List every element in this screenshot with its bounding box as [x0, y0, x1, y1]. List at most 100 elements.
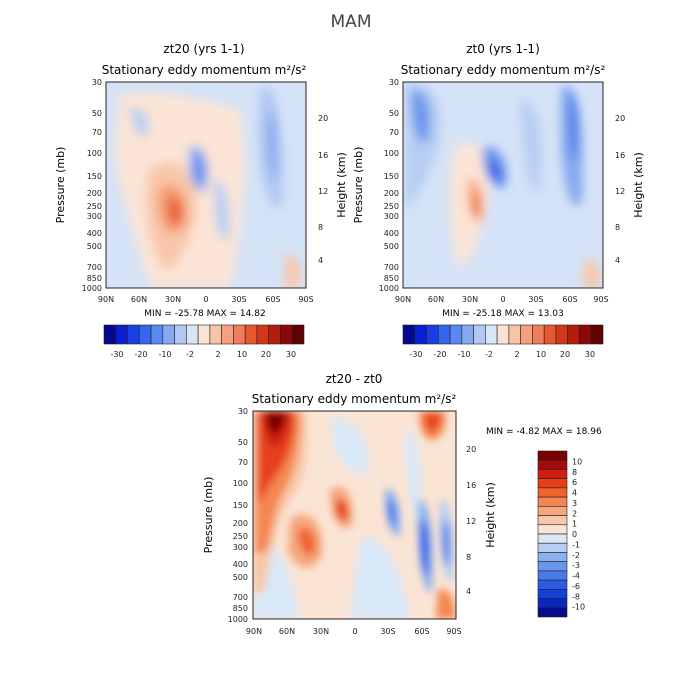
- p2-colorbar-swatch-15: [537, 589, 568, 599]
- p1-cbar-label-7: 30: [585, 350, 595, 359]
- p2-ytick-10: 700: [233, 593, 248, 602]
- p1-xtick-5: 60S: [562, 295, 577, 304]
- figure-title: MAM: [331, 12, 372, 32]
- p0-ytick-9: 500: [87, 242, 102, 251]
- p2-ytick-1: 50: [238, 438, 248, 447]
- p1-y2label: Height (km): [632, 152, 645, 218]
- p2-ytick-3: 100: [233, 479, 248, 488]
- p1-xtick-1: 60N: [428, 295, 444, 304]
- p1-ytick-7: 300: [384, 212, 399, 221]
- p2-cbar-label-7: 0: [572, 530, 577, 539]
- p2-y2label: Height (km): [484, 482, 497, 548]
- p2-ytick-4: 150: [233, 501, 248, 510]
- p1-colorbar-swatch-10: [520, 324, 533, 345]
- p0-ytick-3: 100: [87, 149, 102, 158]
- p1-cbar-label-1: -20: [433, 350, 446, 359]
- p1-colorbar: [402, 324, 604, 345]
- p1-ytick-8: 400: [384, 229, 399, 238]
- p0-colorbar-swatch-5: [162, 324, 175, 345]
- p2-cbar-label-4: 3: [572, 499, 577, 508]
- p1-colorbar-swatch-11: [532, 324, 545, 345]
- p0-colorbar-swatch-11: [233, 324, 246, 345]
- p2-colorbar-swatch-11: [537, 552, 568, 562]
- p1-cbar-label-2: -10: [457, 350, 470, 359]
- panel-zt0-subtitle: Stationary eddy momentum m²/s²: [401, 63, 606, 77]
- p1-ytick-12: 1000: [379, 284, 399, 293]
- p2-colorbar-swatch-7: [537, 515, 568, 526]
- p2-ytick-12: 1000: [228, 615, 248, 624]
- p1-xtick-2: 30N: [462, 295, 478, 304]
- p1-ytick-9: 500: [384, 242, 399, 251]
- p0-colorbar-swatch-8: [197, 324, 211, 345]
- p2-colorbar-swatch-13: [537, 570, 568, 581]
- p2-cbar-label-13: -8: [572, 592, 580, 601]
- p2-y2tick-1: 16: [466, 481, 476, 490]
- p0-ytick-8: 400: [87, 229, 102, 238]
- p2-y2tick-4: 4: [466, 587, 471, 596]
- p2-y2tick-3: 8: [466, 553, 471, 562]
- p0-stats: MIN = -25.78 MAX = 14.82: [144, 309, 265, 319]
- p2-colorbar: [537, 450, 568, 618]
- p0-colorbar-swatch-16: [291, 324, 305, 345]
- p0-colorbar: [103, 324, 305, 345]
- p2-colorbar-swatch-2: [537, 469, 568, 479]
- p0-colorbar-swatch-6: [174, 324, 187, 345]
- p2-colorbar-swatch-1: [537, 459, 568, 470]
- p0-y2tick-0: 20: [318, 114, 328, 123]
- p2-cbar-label-2: 6: [572, 478, 577, 487]
- p0-colorbar-swatch-2: [127, 324, 140, 345]
- panel-zt20-field: [106, 82, 306, 288]
- p2-cbar-label-0: 10: [572, 457, 582, 466]
- p1-ytick-2: 70: [389, 128, 399, 137]
- p2-ytick-2: 70: [238, 458, 248, 467]
- p2-colorbar-swatch-16: [537, 598, 568, 609]
- panel-diff-title: zt20 - zt0: [326, 372, 383, 386]
- p1-colorbar-swatch-4: [449, 324, 463, 345]
- p2-colorbar-swatch-10: [537, 542, 568, 553]
- p2-cbar-label-1: 8: [572, 468, 577, 477]
- p2-cbar-label-8: -1: [572, 540, 580, 549]
- p0-cbar-label-0: -30: [110, 350, 123, 359]
- p0-cbar-label-7: 30: [286, 350, 296, 359]
- p0-ytick-6: 250: [87, 202, 102, 211]
- p2-cbar-label-3: 4: [572, 489, 577, 498]
- p1-xtick-4: 30S: [528, 295, 543, 304]
- p1-stats: MIN = -25.18 MAX = 13.03: [442, 309, 563, 319]
- p2-xtick-1: 60N: [279, 627, 295, 636]
- p0-xtick-5: 60S: [265, 295, 280, 304]
- p1-y2tick-2: 12: [615, 187, 625, 196]
- p1-colorbar-swatch-9: [508, 324, 521, 345]
- p0-xtick-1: 60N: [131, 295, 147, 304]
- p1-ytick-10: 700: [384, 263, 399, 272]
- panel-zt0-title: zt0 (yrs 1-1): [466, 42, 540, 56]
- p1-ytick-6: 250: [384, 202, 399, 211]
- p0-xtick-3: 0: [203, 295, 208, 304]
- p0-ytick-12: 1000: [82, 284, 102, 293]
- p1-colorbar-swatch-12: [543, 324, 557, 345]
- p2-xtick-3: 0: [352, 627, 357, 636]
- p0-cbar-label-6: 20: [261, 350, 271, 359]
- p2-colorbar-swatch-6: [537, 506, 568, 516]
- p0-xtick-0: 90N: [98, 295, 114, 304]
- p2-ytick-7: 300: [233, 543, 248, 552]
- p2-ytick-9: 500: [233, 573, 248, 582]
- p1-cbar-label-4: 2: [514, 350, 519, 359]
- p0-colorbar-swatch-9: [209, 324, 222, 345]
- p0-y2tick-1: 16: [318, 151, 328, 160]
- p1-colorbar-swatch-6: [473, 324, 486, 345]
- p2-cbar-label-10: -3: [572, 561, 580, 570]
- panel-diff: zt20 - zt0 Stationary eddy momentum m²/s…: [202, 372, 602, 636]
- p0-colorbar-swatch-7: [186, 324, 199, 345]
- p2-colorbar-swatch-5: [537, 496, 568, 507]
- p1-xtick-3: 0: [500, 295, 505, 304]
- p1-ytick-3: 100: [384, 149, 399, 158]
- p2-ytick-0: 30: [238, 407, 248, 416]
- p1-y2tick-3: 8: [615, 223, 620, 232]
- p2-cbar-label-14: -10: [572, 603, 585, 612]
- p2-colorbar-swatch-3: [537, 478, 568, 489]
- p0-xtick-2: 30N: [165, 295, 181, 304]
- p2-colorbar-swatch-9: [537, 533, 568, 544]
- p0-cbar-label-5: 10: [237, 350, 247, 359]
- p2-colorbar-swatch-14: [537, 579, 568, 590]
- p0-ytick-5: 200: [87, 189, 102, 198]
